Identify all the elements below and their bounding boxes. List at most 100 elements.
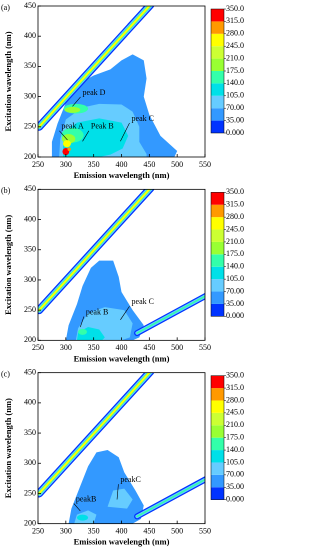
annotation: peak C [132, 297, 154, 306]
x-tick-label: 550 [199, 526, 211, 535]
colorbar-label: 210.0 [226, 420, 244, 429]
colorbar-band [211, 303, 224, 317]
colorbar-band [211, 375, 224, 389]
y-tick-label: 450 [24, 367, 36, 376]
annotation-arrow [116, 484, 119, 500]
y-tick-label: 200 [24, 152, 36, 161]
contour-region [63, 118, 129, 157]
y-tick-label: 450 [24, 1, 36, 10]
plot-area [38, 372, 205, 524]
y-tick-label: 400 [24, 31, 36, 40]
colorbar-label: 35.00 [226, 482, 244, 491]
colorbar-band [211, 487, 224, 500]
plot-area [38, 189, 205, 341]
colorbar-label: 315.0 [226, 383, 244, 392]
colorbar-label: 210.0 [226, 53, 244, 62]
colorbar-label: 350.0 [226, 4, 244, 13]
colorbar-label: 245.0 [226, 408, 244, 417]
colorbar-band [211, 192, 224, 205]
annotation-arrow [59, 130, 68, 141]
y-tick-label: 400 [24, 214, 36, 223]
colorbar-band [211, 120, 224, 133]
x-axis-title: Emission wavelength (nm) [74, 353, 170, 363]
colorbar-band [211, 291, 224, 304]
panel: 250 300 350 400 450 500 550200250300350400450E… [1, 184, 244, 363]
colorbar-band [211, 46, 224, 59]
x-tick-label: 250 [32, 343, 44, 352]
colorbar-label: 350.0 [226, 187, 244, 196]
colorbar-label: 35.00 [226, 115, 244, 124]
colorbar-band [211, 58, 224, 71]
colorbar-label: 105.0 [226, 91, 244, 100]
colorbar-label: 105.0 [226, 274, 244, 283]
y-axis-title: Excitation wavelength (nm) [3, 31, 13, 131]
y-tick-label: 200 [24, 335, 36, 344]
y-tick-label: 350 [24, 428, 36, 437]
colorbar-label: 0.000 [226, 311, 244, 320]
colorbar-band [211, 388, 224, 401]
panel: 250 300 350 400 450 500 550200250300350400450E… [1, 367, 244, 546]
annotation-arrow [82, 130, 90, 142]
scatter-band [38, 372, 151, 495]
panel-label: (a) [1, 3, 10, 12]
y-tick-label: 300 [24, 458, 36, 467]
x-tick-label: 250 [32, 526, 44, 535]
colorbar-label: 175.0 [226, 432, 244, 441]
colorbar-label: 280.0 [226, 212, 244, 221]
colorbar-label: 210.0 [226, 237, 244, 246]
colorbar-label: 0.000 [226, 494, 244, 503]
x-tick-label: 350 [88, 343, 100, 352]
x-tick-label: 450 [143, 160, 155, 169]
y-tick-label: 200 [24, 518, 36, 527]
x-tick-label: 300 [60, 343, 72, 352]
panel: 250 300 350 400 450 500 550200250300350400450E… [1, 1, 244, 180]
contour-region [78, 328, 87, 335]
colorbar-label: 280.0 [226, 395, 244, 404]
x-tick-label: 500 [171, 160, 183, 169]
annotation: peak D [83, 88, 106, 97]
colorbar-label: 245.0 [226, 224, 244, 233]
contour-region [62, 147, 70, 156]
annotation: peak B [86, 307, 108, 316]
colorbar-label: 35.00 [226, 299, 244, 308]
y-tick-label: 450 [24, 184, 36, 193]
plot-area [38, 6, 205, 157]
colorbar-label: 315.0 [226, 16, 244, 25]
x-tick-label: 300 [60, 526, 72, 535]
panel-label: (c) [1, 369, 10, 378]
scatter-band [136, 295, 205, 334]
x-tick-label: 450 [143, 526, 155, 535]
x-tick-label: 550 [199, 160, 211, 169]
y-tick-label: 300 [24, 275, 36, 284]
colorbar-band [211, 266, 224, 280]
colorbar-band [211, 254, 224, 267]
colorbar-band [211, 33, 224, 47]
scatter-band [136, 478, 205, 518]
annotation-arrow [120, 122, 130, 142]
y-tick-label: 350 [24, 245, 36, 254]
colorbar-band [211, 462, 224, 475]
colorbar-label: 0.000 [226, 128, 244, 137]
contour-region [64, 106, 81, 113]
colorbar-label: 140.0 [226, 445, 244, 454]
colorbar-band [211, 9, 224, 22]
colorbar-band [211, 95, 224, 109]
colorbar-band [211, 450, 224, 463]
y-tick-label: 300 [24, 91, 36, 100]
x-axis-title: Emission wavelength (nm) [74, 170, 170, 180]
annotation: peakB [76, 494, 96, 503]
x-tick-label: 400 [116, 526, 128, 535]
annotation: peak A [61, 122, 84, 131]
y-tick-label: 250 [24, 488, 36, 497]
y-tick-label: 350 [24, 61, 36, 70]
contour-region [63, 140, 71, 148]
scatter-band [38, 6, 151, 128]
y-tick-label: 250 [24, 122, 36, 131]
colorbar-label: 175.0 [226, 249, 244, 258]
colorbar-label: 70.00 [226, 470, 244, 479]
x-tick-label: 350 [88, 160, 100, 169]
annotation-arrow [120, 306, 130, 320]
colorbar-label: 315.0 [226, 200, 244, 209]
contour-region [107, 488, 133, 509]
annotation: peakC [120, 475, 140, 484]
